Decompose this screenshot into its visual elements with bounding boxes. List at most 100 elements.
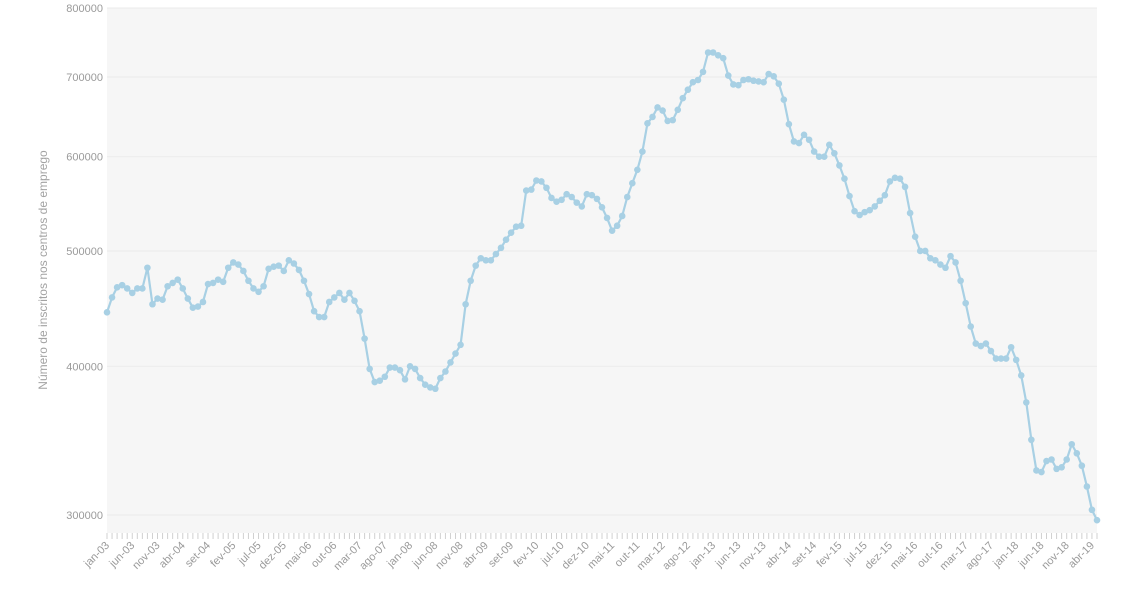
data-point [113, 284, 121, 291]
data-point [507, 229, 515, 236]
data-point [795, 139, 803, 147]
data-point [548, 194, 555, 202]
data-point [492, 250, 500, 258]
data-point [406, 362, 414, 370]
data-point [977, 342, 985, 350]
data-point [765, 70, 772, 78]
data-point [942, 264, 949, 272]
data-point [921, 247, 929, 255]
data-point [1017, 372, 1025, 379]
data-point [325, 298, 333, 306]
data-point [608, 227, 616, 234]
data-point [235, 261, 242, 268]
data-point [932, 257, 939, 264]
data-point [442, 368, 449, 375]
data-point [972, 340, 980, 347]
data-point [851, 207, 858, 215]
data-point [775, 80, 783, 88]
series-points [103, 49, 1101, 524]
x-tick-label: fev-15 [814, 540, 844, 570]
data-point [871, 203, 879, 210]
data-point [800, 131, 808, 139]
data-point [543, 184, 550, 192]
x-tick-label: abr-19 [1066, 540, 1097, 571]
data-point [982, 340, 990, 347]
data-point [967, 323, 975, 330]
data-point [1043, 457, 1050, 465]
data-point [997, 355, 1005, 362]
x-tick-label: ago-07 [357, 540, 390, 573]
data-point [123, 285, 131, 292]
data-point [285, 257, 293, 264]
data-point [396, 366, 404, 374]
data-point [1063, 456, 1070, 463]
data-point [310, 307, 318, 315]
data-point [184, 295, 192, 302]
data-point [952, 259, 959, 266]
data-point [432, 385, 439, 393]
data-point [512, 223, 520, 231]
data-point [639, 148, 646, 155]
data-point [1093, 516, 1101, 524]
data-point [770, 72, 778, 80]
data-point [103, 309, 111, 316]
data-point [987, 347, 995, 355]
data-point [401, 376, 409, 383]
data-point [831, 149, 838, 157]
y-tick-label: 800000 [66, 3, 103, 15]
data-point [563, 190, 570, 198]
x-tick-label: mai-11 [586, 540, 618, 572]
data-point [1028, 436, 1035, 444]
data-point [937, 261, 944, 268]
data-point [618, 212, 626, 220]
data-point [487, 257, 495, 264]
data-point [174, 276, 182, 283]
data-point [209, 279, 217, 287]
data-point [699, 68, 707, 76]
x-tick-label: nov-08 [433, 540, 465, 572]
data-point [583, 190, 591, 198]
data-point [437, 374, 444, 382]
data-point [598, 204, 606, 211]
data-point [573, 199, 581, 206]
data-point [694, 76, 702, 84]
data-point [553, 198, 560, 205]
data-point [866, 206, 873, 214]
x-tick-label: set-14 [789, 540, 819, 570]
data-point [588, 191, 596, 199]
data-point [1048, 456, 1055, 463]
x-tick-label: jan-18 [990, 540, 1021, 571]
data-point [522, 187, 530, 194]
data-point [629, 179, 636, 187]
data-point [159, 296, 166, 304]
data-point [411, 365, 419, 373]
data-point [386, 364, 394, 371]
data-point [250, 285, 257, 292]
grid-layer [107, 7, 1097, 516]
data-point [204, 280, 212, 288]
data-point [613, 222, 621, 230]
data-point [896, 175, 904, 183]
data-point [421, 381, 429, 389]
data-point [623, 193, 631, 201]
data-point [1007, 343, 1015, 351]
data-point [240, 267, 247, 275]
data-point [336, 289, 343, 297]
x-tick-label: jan-03 [81, 540, 112, 571]
data-point [962, 299, 969, 307]
x-tick-label: jan-08 [384, 540, 415, 571]
data-point [669, 116, 677, 124]
data-point [452, 350, 459, 357]
data-point [846, 192, 853, 200]
x-tick-label: mar-12 [635, 540, 668, 573]
data-point [300, 277, 308, 285]
data-point [134, 285, 141, 292]
data-point [381, 373, 389, 381]
data-point [366, 365, 373, 373]
data-point [709, 49, 717, 56]
x-tick-label: dez-05 [257, 540, 289, 572]
x-tick-label: nov-03 [130, 540, 162, 572]
data-point [704, 49, 712, 56]
data-point [356, 307, 363, 315]
